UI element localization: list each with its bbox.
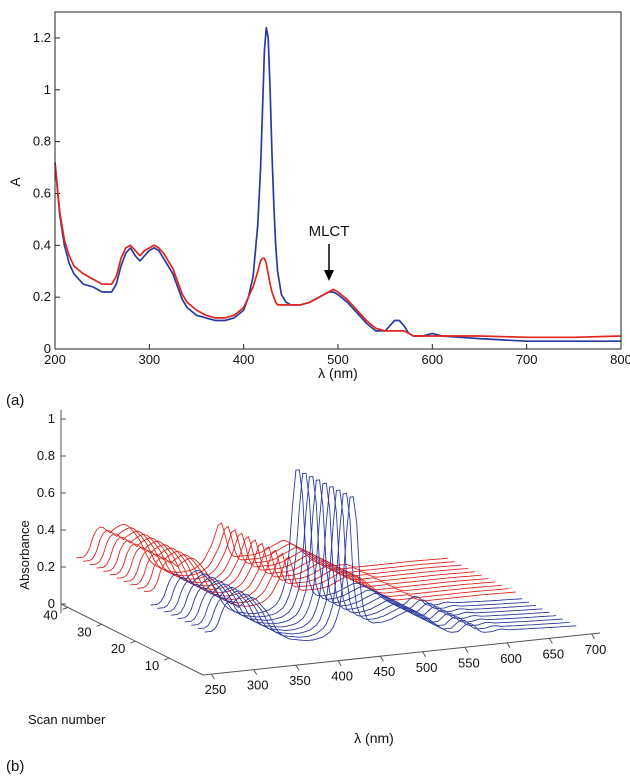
panel-b: 250 300 350 400 450 500 550 600 650 700 10 20 30 400 0…	[6, 409, 606, 775]
panel-a-ylabel: A	[7, 177, 23, 187]
z-tick-label: 0.4	[37, 522, 55, 537]
panel-a-label: (a)	[6, 392, 24, 409]
x-tick-mark	[548, 638, 553, 644]
scan-axis	[60, 603, 204, 676]
blue-scan-line	[184, 486, 557, 631]
z-tick-label: 0.8	[37, 448, 55, 463]
y-tick-label: 0.6	[33, 185, 51, 200]
blue-scan-line	[197, 492, 570, 638]
z-tick-label: 1	[48, 411, 55, 426]
x-tick-label: 700	[585, 642, 607, 657]
y-tick-label: 0.2	[33, 289, 51, 304]
blue-scan-line	[191, 489, 563, 635]
x-tick-mark	[379, 655, 384, 662]
x-tick-label: 200	[44, 352, 66, 367]
x-tick-mark	[464, 647, 469, 653]
panel-a-ticks: 200 300 400 500 600 700 800 0 0.2 0.4 0.6 0.8 1 1.2	[33, 30, 630, 367]
x-tick-label: 250	[205, 682, 227, 697]
x-tick-label: 800	[610, 352, 630, 367]
mlct-label: MLCT	[309, 223, 350, 240]
panel-a: 200 300 400 500 600 700 800 0 0.2 0.4 0.6 0.8 1 1.2 A…	[6, 11, 630, 409]
x-tick-label: 600	[421, 352, 443, 367]
y-tick-mark	[130, 640, 136, 644]
mlct-arrowhead	[324, 270, 334, 281]
red-scan-line	[96, 532, 469, 584]
y-tick-mark	[96, 623, 102, 627]
panel-a-xlabel: λ (nm)	[318, 365, 358, 381]
x-tick-mark	[211, 673, 215, 680]
z-tick-label: 0.6	[37, 485, 55, 500]
panel-b-series	[76, 469, 577, 642]
red-scan-line	[116, 542, 489, 594]
y-tick-label: 10	[145, 658, 159, 673]
blue-scan-line	[204, 496, 577, 642]
y-tick-label: 0.8	[33, 134, 51, 149]
red-scan-line	[82, 525, 455, 577]
y-tick-label: 40	[43, 607, 57, 622]
panel-b-ticks: 250 300 350 400 450 500 550 600 650 700 10 20 30 400 0…	[37, 411, 606, 697]
panel-b-ylabel: Scan number	[28, 712, 106, 727]
y-tick-label: 0	[44, 341, 51, 356]
red-scan-line	[143, 556, 516, 607]
x-tick-mark	[506, 642, 511, 649]
panel-b-zlabel: Absorbance	[17, 520, 32, 589]
x-tick-label: 600	[500, 651, 522, 666]
red-scan-line	[103, 535, 475, 587]
y-tick-label: 20	[111, 641, 125, 656]
x-tick-label: 300	[247, 678, 269, 693]
z-tick-label: 0	[48, 596, 55, 611]
x-tick-mark	[422, 651, 427, 658]
x-tick-mark	[295, 664, 300, 671]
x-tick-label: 450	[374, 664, 396, 679]
y-tick-label: 1.2	[33, 30, 51, 45]
blue-scan-line	[170, 479, 543, 625]
red-series-line	[54, 162, 622, 339]
z-tick-label: 0.2	[37, 559, 55, 574]
red-scan-line	[130, 549, 503, 600]
x-tick-label: 700	[516, 352, 538, 367]
panel-a-plot-frame	[54, 11, 622, 350]
x-tick-label: 500	[416, 660, 438, 675]
x-tick-label: 650	[542, 646, 564, 661]
red-scan-line	[137, 552, 509, 604]
panel-b-xlabel: λ (nm)	[354, 730, 394, 746]
x-tick-label: 400	[331, 669, 353, 684]
blue-series-line	[54, 26, 621, 343]
y-tick-mark	[62, 606, 68, 610]
y-tick-label: 30	[77, 624, 91, 639]
panel-a-series	[54, 26, 622, 343]
mlct-annotation: MLCT	[309, 223, 350, 281]
x-tick-label: 500	[327, 352, 349, 367]
y-tick-label: 0.4	[33, 237, 51, 252]
x-tick-label: 550	[458, 655, 480, 670]
x-tick-mark	[591, 633, 595, 640]
x-tick-label: 350	[289, 673, 311, 688]
panel-b-axes	[60, 409, 601, 676]
y-tick-mark	[164, 657, 170, 661]
x-tick-label: 300	[138, 352, 160, 367]
y-tick-label: 1	[44, 82, 51, 97]
red-scan-line	[76, 522, 448, 573]
x-tick-mark	[337, 660, 342, 666]
wavelength-axis	[202, 632, 601, 676]
panel-b-label: (b)	[6, 758, 24, 775]
red-scan-line	[123, 546, 496, 597]
x-tick-mark	[253, 669, 258, 675]
x-tick-label: 400	[233, 352, 255, 367]
red-scan-line	[109, 539, 482, 590]
red-scan-line	[89, 529, 462, 580]
